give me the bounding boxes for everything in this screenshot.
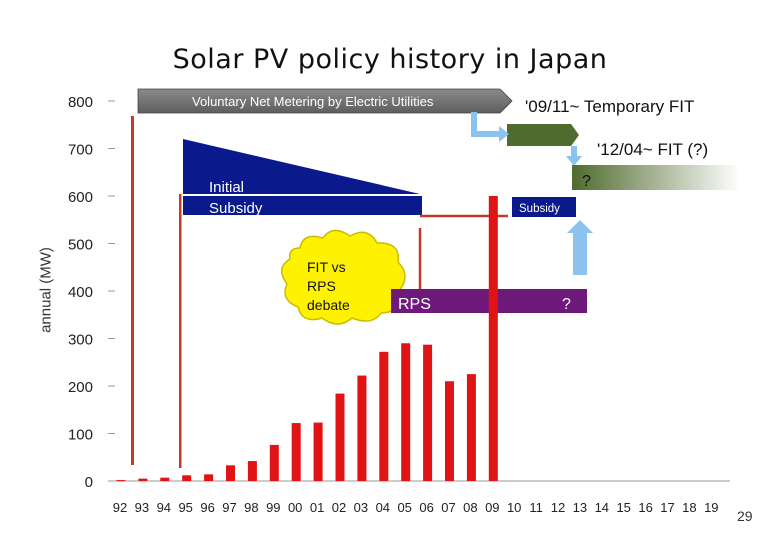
x-tick-label: 13 xyxy=(573,500,587,515)
x-tick-label: 09 xyxy=(485,500,499,515)
x-tick-label: 96 xyxy=(200,500,214,515)
fit-2012-bar xyxy=(572,165,740,190)
y-tick-label: 500 xyxy=(68,237,93,254)
bar-07 xyxy=(445,381,454,481)
y-tick-label: 0 xyxy=(85,474,93,491)
bar-04 xyxy=(379,351,389,481)
debate-line2: RPS xyxy=(307,278,336,294)
bar-01 xyxy=(313,422,323,481)
initial-subsidy-wedge xyxy=(183,139,420,194)
bar-98 xyxy=(247,461,257,481)
y-tick-label: 400 xyxy=(68,284,93,301)
bar-08 xyxy=(466,374,476,481)
x-tick-label: 14 xyxy=(595,500,609,515)
x-tick-label: 10 xyxy=(507,500,521,515)
rps-question: ? xyxy=(562,296,571,313)
bar-96 xyxy=(204,474,214,481)
initial-subsidy-bar xyxy=(183,196,422,215)
y-tick-label: 600 xyxy=(68,189,93,206)
x-tick-label: 17 xyxy=(660,500,674,515)
temp-fit-label: '09/11~ Temporary FIT xyxy=(525,97,694,116)
y-tick-label: 200 xyxy=(68,379,93,396)
initial-subsidy-vertical-line xyxy=(179,194,182,468)
x-tick-label: 16 xyxy=(638,500,652,515)
temp-fit-connector-arrow xyxy=(471,112,500,137)
x-tick-label: 92 xyxy=(113,500,127,515)
bar-05 xyxy=(401,343,411,481)
net-metering-label: Voluntary Net Metering by Electric Utili… xyxy=(192,94,434,109)
temp-fit-bar xyxy=(507,124,579,146)
debate-line1: FIT vs xyxy=(307,259,346,275)
y-tick-label: 700 xyxy=(68,142,93,159)
x-tick-label: 95 xyxy=(178,500,192,515)
subsidy-2009-label: Subsidy xyxy=(519,203,560,215)
slide-title: Solar PV policy history in Japan xyxy=(172,44,608,75)
x-tick-label: 07 xyxy=(441,500,455,515)
subsidy-2009-bar xyxy=(512,197,576,217)
fit-2012-question: ? xyxy=(582,173,591,190)
bar-95 xyxy=(182,475,192,481)
y-tick-label: 300 xyxy=(68,332,93,349)
y-tick-label: 100 xyxy=(68,427,93,444)
subsidy-up-arrow-shaft xyxy=(573,233,587,275)
fit-2012-down-arrow-head xyxy=(566,156,582,166)
debate-line3: debate xyxy=(307,297,350,313)
x-tick-label: 00 xyxy=(288,500,302,515)
bar-00 xyxy=(291,423,301,481)
x-tick-label: 18 xyxy=(682,500,696,515)
x-tick-label: 19 xyxy=(704,500,718,515)
bar-02 xyxy=(335,393,345,481)
x-tick-label: 99 xyxy=(266,500,280,515)
x-tick-label: 93 xyxy=(135,500,149,515)
debate-cloud xyxy=(281,229,406,325)
bar-94 xyxy=(160,477,170,481)
x-tick-label: 01 xyxy=(310,500,324,515)
initial-subsidy-label-line2: Subsidy xyxy=(209,200,263,217)
net-metering-vertical-line xyxy=(131,116,134,465)
x-tick-label: 06 xyxy=(419,500,433,515)
bar-99 xyxy=(269,444,279,481)
x-tick-label: 97 xyxy=(222,500,236,515)
temp-fit-connector-head xyxy=(499,126,509,142)
x-tick-label: 04 xyxy=(376,500,390,515)
bar-93 xyxy=(138,478,148,481)
bar-06 xyxy=(423,344,433,481)
x-tick-label: 94 xyxy=(157,500,171,515)
bar-92 xyxy=(116,480,126,482)
x-tick-label: 05 xyxy=(397,500,411,515)
rps-label: RPS xyxy=(398,296,431,313)
x-tick-label: 02 xyxy=(332,500,346,515)
initial-subsidy-label-line1: Initial xyxy=(209,179,244,196)
page-number: 29 xyxy=(737,508,753,524)
x-tick-label: 15 xyxy=(616,500,630,515)
x-tick-label: 12 xyxy=(551,500,565,515)
fit-2012-label: '12/04~ FIT (?) xyxy=(597,140,708,159)
x-tick-label: 11 xyxy=(529,500,543,515)
bar-09 xyxy=(488,196,498,481)
x-tick-label: 08 xyxy=(463,500,477,515)
bar-97 xyxy=(226,465,235,481)
net-metering-arrow xyxy=(137,88,513,114)
x-tick-label: 98 xyxy=(244,500,258,515)
x-tick-label: 03 xyxy=(354,500,368,515)
bar-03 xyxy=(357,375,367,481)
y-tick-label: 800 xyxy=(68,94,93,111)
subsidy-up-arrow-head xyxy=(567,220,593,233)
